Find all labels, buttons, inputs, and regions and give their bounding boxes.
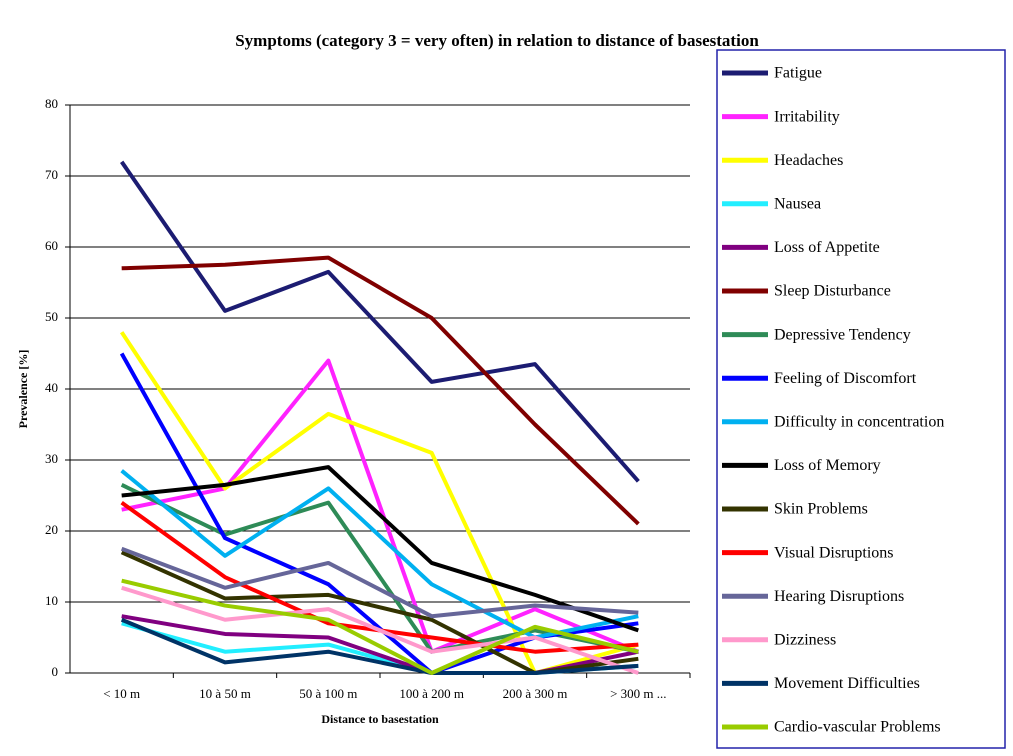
series-line <box>120 617 639 675</box>
chart-title: Symptoms (category 3 = very often) in re… <box>235 31 759 50</box>
y-tick-label: 10 <box>45 593 58 608</box>
legend-label: Difficulty in concentration <box>774 413 944 430</box>
legend-label: Fatigue <box>774 65 822 82</box>
legend-label: Movement Difficulties <box>774 675 920 692</box>
series-line <box>120 469 639 640</box>
legend-label: Hearing Disruptions <box>774 588 904 605</box>
y-tick-label: 40 <box>45 380 58 395</box>
series-line <box>120 546 639 619</box>
series-line <box>121 465 639 633</box>
series-line <box>121 578 639 675</box>
legend-box <box>716 49 1006 749</box>
y-tick-label: 0 <box>52 664 59 679</box>
y-axis-title: Prevalence [%] <box>16 350 30 429</box>
legend-label: Feeling of Discomfort <box>774 370 917 387</box>
series-line <box>121 358 640 654</box>
y-tick-label: 50 <box>45 309 58 324</box>
series-line <box>120 160 640 483</box>
x-tick-label: 10 à 50 m <box>199 686 251 701</box>
legend-label: Irritability <box>774 108 840 125</box>
y-tick-label: 70 <box>45 167 58 182</box>
legend-label: Loss of Appetite <box>774 239 880 256</box>
x-tick-label: 50 à 100 m <box>299 686 357 701</box>
legend-label: Nausea <box>774 195 821 212</box>
legend-label: Headaches <box>774 152 843 169</box>
x-axis-title: Distance to basestation <box>321 712 439 726</box>
y-tick-label: 80 <box>45 96 58 111</box>
y-tick-label: 60 <box>45 238 58 253</box>
x-tick-label: 200 à 300 m <box>503 686 568 701</box>
legend-label: Cardio-vascular Problems <box>774 719 941 736</box>
x-tick-label: 100 à 200 m <box>399 686 464 701</box>
x-tick-label: < 10 m <box>103 686 140 701</box>
legend-label: Dizziness <box>774 631 836 648</box>
legend-label: Visual Disruptions <box>774 544 893 561</box>
x-tick-label: > 300 m ... <box>610 686 666 701</box>
legend-label: Depressive Tendency <box>774 326 911 343</box>
legend-label: Loss of Memory <box>774 457 881 474</box>
y-tick-label: 20 <box>45 522 58 537</box>
series-line <box>121 585 639 675</box>
legend-label: Sleep Disturbance <box>774 283 891 300</box>
legend-label: Skin Problems <box>774 501 868 518</box>
series-line <box>121 255 640 526</box>
y-tick-label: 30 <box>45 451 58 466</box>
